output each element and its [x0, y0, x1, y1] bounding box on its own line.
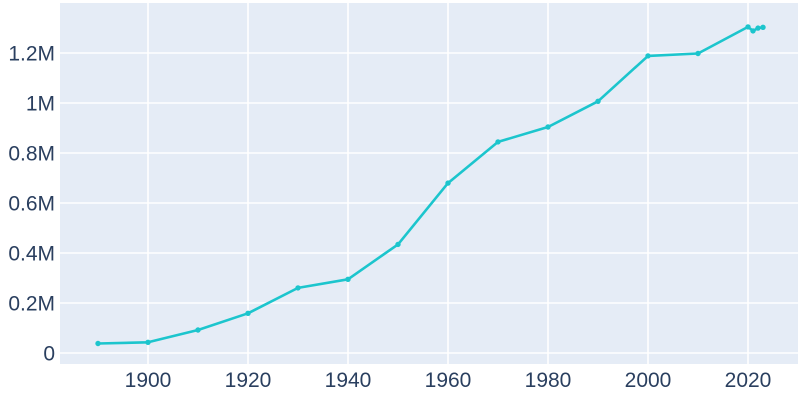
x-tick-label: 2020 [725, 369, 772, 392]
x-tick-label: 1920 [225, 369, 272, 392]
x-tick-label: 2000 [625, 369, 672, 392]
data-point-2023 [760, 24, 766, 30]
data-point-1900 [145, 339, 151, 345]
data-point-1980 [545, 124, 551, 130]
data-point-1930 [295, 285, 301, 291]
data-point-1920 [245, 310, 251, 316]
data-point-2010 [695, 50, 701, 57]
data-point-1890 [95, 340, 101, 347]
y-tick-label: 0.6M [8, 193, 55, 216]
series-group [95, 24, 766, 347]
data-point-1950 [395, 241, 401, 248]
y-tick-label: 1M [26, 93, 55, 116]
data-point-2020 [745, 24, 751, 30]
gridlines-group [60, 3, 798, 364]
data-point-2021 [750, 28, 756, 34]
data-point-1940 [345, 276, 351, 282]
y-tick-label: 0.8M [8, 143, 55, 166]
y-tick-label: 0.2M [8, 293, 55, 316]
data-point-2000 [645, 53, 651, 59]
x-tick-label: 1960 [425, 369, 472, 392]
data-point-1990 [595, 98, 601, 105]
y-tick-label: 0 [43, 343, 55, 366]
plot-area-background [60, 3, 798, 364]
plot-background-group [60, 3, 798, 364]
y-tick-label: 0.4M [8, 243, 55, 266]
x-tick-label: 1900 [125, 369, 172, 392]
x-tick-label: 1940 [325, 369, 372, 392]
axis-labels-group: 1900 1920 1940 1960 1980 2000 2020 0 0.2M 0.4M 0.6… [8, 43, 771, 393]
data-point-1960 [445, 180, 451, 186]
y-tick-label: 1.2M [8, 43, 55, 66]
data-point-1910 [195, 327, 201, 333]
data-point-2022 [755, 25, 761, 31]
x-tick-label: 1980 [525, 369, 572, 392]
data-point-1970 [495, 139, 501, 145]
